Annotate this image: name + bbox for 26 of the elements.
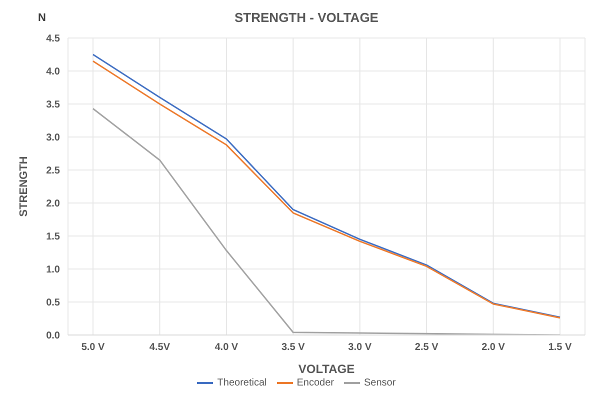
x-tick-label: 4.0 V xyxy=(214,342,238,354)
legend-label: Theoretical xyxy=(217,378,267,389)
legend-label: Encoder xyxy=(296,378,334,389)
y-tick-label: 1.0 xyxy=(46,264,60,276)
y-tick-label: 4.5 xyxy=(46,34,60,45)
y-tick-label: 2.0 xyxy=(46,198,60,210)
x-tick-label: 2.5 V xyxy=(414,342,439,354)
y-axis-title: STRENGTH xyxy=(18,156,30,217)
y-tick-label: 0.5 xyxy=(46,298,60,309)
x-axis-title: VOLTAGE xyxy=(298,362,355,376)
x-tick-label: 3.5 V xyxy=(281,342,306,354)
x-tick-label: 1.5 V xyxy=(548,342,572,354)
y-tick-label: 1.5 xyxy=(46,232,60,243)
y-tick-label: 4.0 xyxy=(46,66,60,78)
chart-title: STRENGTH - VOLTAGE xyxy=(234,10,378,25)
x-tick-label: 5.0 V xyxy=(81,342,105,354)
x-tick-label: 2.0 V xyxy=(482,342,506,354)
y-tick-label: 3.0 xyxy=(46,132,60,144)
x-tick-label: 3.0 V xyxy=(348,342,372,354)
legend-label: Sensor xyxy=(364,378,396,389)
y-tick-label: 3.5 xyxy=(46,100,60,111)
y-tick-label: 2.5 xyxy=(46,166,60,177)
line-series xyxy=(92,108,561,335)
y-tick-label: 0.0 xyxy=(46,330,60,342)
text: N xyxy=(38,12,46,24)
x-tick-label: 4.5V xyxy=(149,342,170,354)
